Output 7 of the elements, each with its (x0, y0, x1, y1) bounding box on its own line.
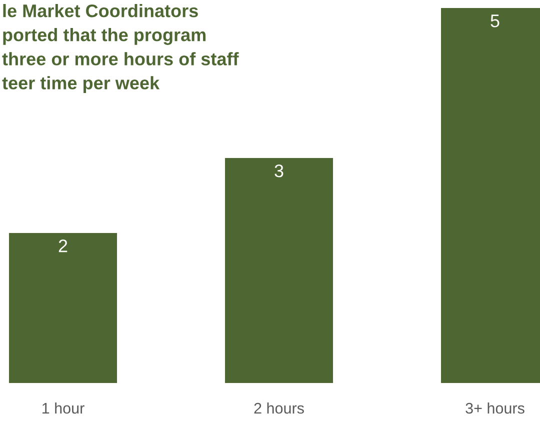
text: le Market Coordinators ported that the program three or more hours of staff teer time per week (2, 4, 239, 93)
x-tick-label: 1 hour (42, 402, 84, 414)
x-tick-label: 3+ hours (466, 402, 524, 414)
data-label: 5 (490, 14, 500, 28)
data-label: 2 (58, 239, 68, 252)
data-label: 3 (274, 164, 284, 178)
x-tick-label: 2 hours (254, 402, 304, 414)
